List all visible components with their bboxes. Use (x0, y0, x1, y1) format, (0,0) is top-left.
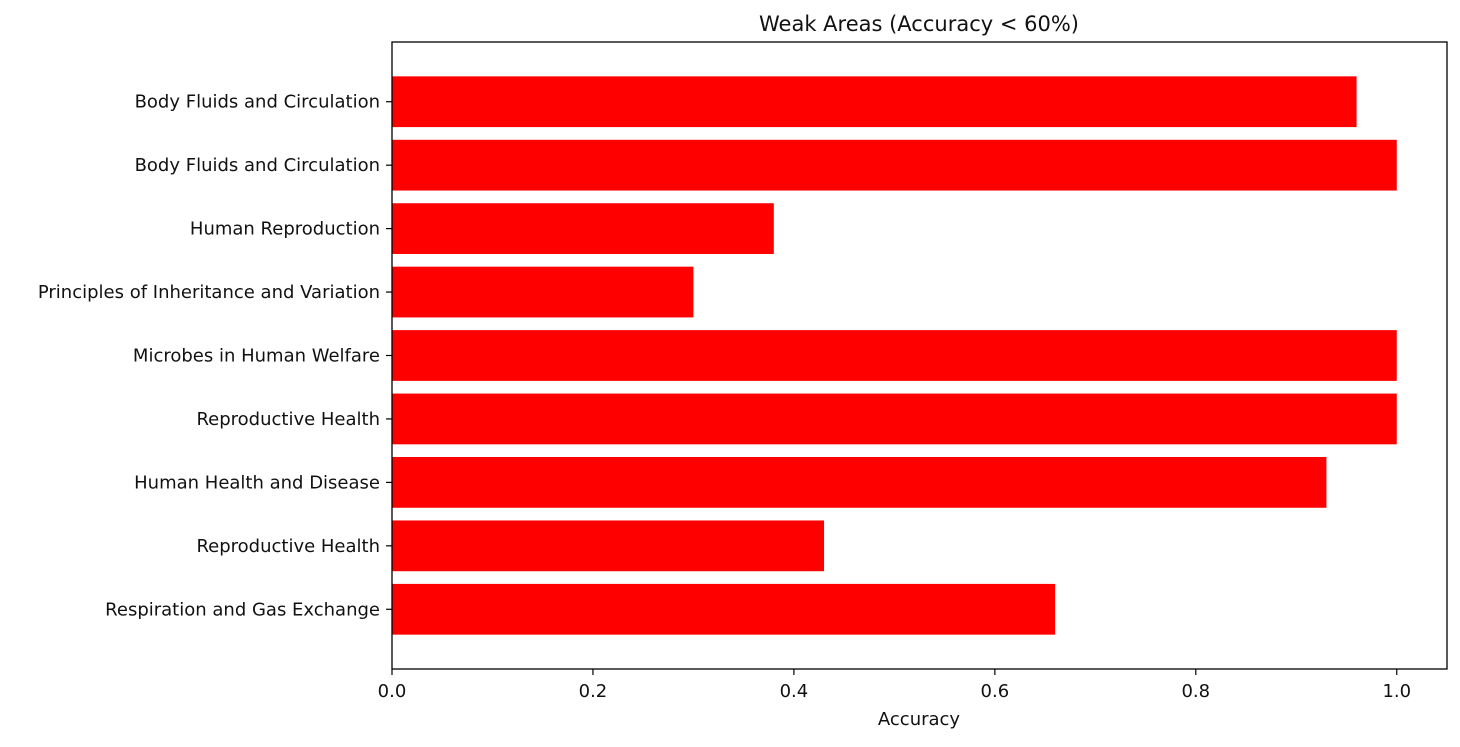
y-tick-label: Body Fluids and Circulation (135, 155, 380, 176)
y-tick-label: Reproductive Health (196, 409, 380, 430)
y-tick-label: Reproductive Health (196, 536, 380, 557)
bar (392, 583, 1056, 635)
x-tick-label: 0.2 (579, 681, 608, 702)
x-tick-label: 1.0 (1382, 681, 1411, 702)
bar (392, 266, 694, 318)
y-tick-label: Microbes in Human Welfare (133, 346, 380, 367)
plot-area-frame (391, 41, 1448, 670)
y-axis-ticks: Body Fluids and Circulation Body Fluids a… (38, 92, 392, 620)
y-tick-label: Body Fluids and Circulation (135, 92, 380, 113)
y-tick-label: Respiration and Gas Exchange (105, 599, 380, 620)
x-tick-label: 0.4 (780, 681, 809, 702)
x-axis-ticks: 0.0 0.2 0.4 0.6 0.8 1.0 (378, 669, 1411, 702)
x-tick-label: 0.8 (1181, 681, 1210, 702)
x-tick-label: 0.0 (378, 681, 407, 702)
bar (392, 76, 1357, 128)
bar (392, 520, 825, 572)
y-tick-label: Human Health and Disease (134, 472, 380, 493)
bar (392, 139, 1397, 191)
bar (392, 330, 1397, 381)
x-axis-label: Accuracy (878, 709, 961, 730)
bar (392, 203, 774, 254)
bar (392, 393, 1397, 445)
bars-layer (392, 76, 1397, 635)
y-tick-label: Principles of Inheritance and Variation (38, 282, 380, 303)
bar (392, 457, 1327, 508)
y-tick-label: Human Reproduction (190, 219, 380, 240)
x-tick-label: 0.6 (981, 681, 1010, 702)
chart-title: Weak Areas (Accuracy < 60%) (759, 12, 1079, 36)
